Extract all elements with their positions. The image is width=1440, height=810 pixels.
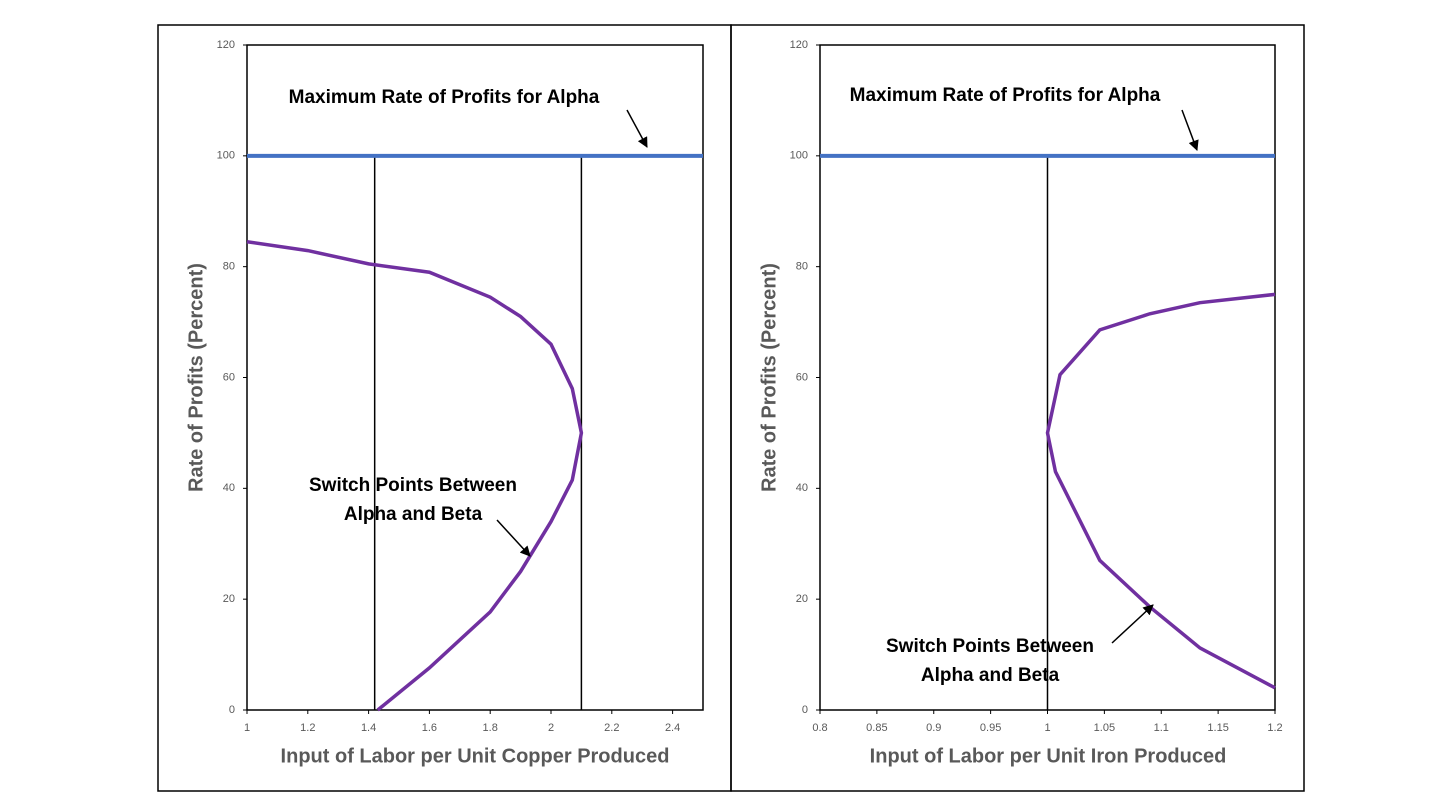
y-tick-label: 20 [796,593,808,605]
y-axis-label: Rate of Profits (Percent) [758,263,780,492]
y-axis-label: Rate of Profits (Percent) [185,263,207,492]
y-tick-label: 40 [796,482,808,494]
x-tick-label: 1 [1044,722,1050,734]
x-tick-label: 1.8 [483,722,498,734]
panel-frame [157,24,732,792]
plot-area [246,44,704,711]
annotation: Alpha and Beta [344,504,483,525]
panel-frame [730,24,1305,792]
y-tick-label: 100 [790,150,808,162]
x-tick-label: 1.15 [1207,722,1228,734]
x-tick-label: 0.95 [980,722,1001,734]
x-tick-label: 2.2 [604,722,619,734]
y-tick-label: 100 [217,150,235,162]
x-tick-label: 1.05 [1094,722,1115,734]
x-tick-label: 2 [548,722,554,734]
x-tick-label: 1.6 [422,722,437,734]
x-axis-label: Input of Labor per Unit Copper Produced [281,745,670,767]
annotation: Maximum Rate of Profits for Alpha [850,85,1161,106]
y-tick-label: 20 [223,593,235,605]
y-tick-label: 120 [790,39,808,51]
y-tick-label: 0 [229,704,235,716]
x-tick-label: 2.4 [665,722,680,734]
x-tick-label: 0.85 [866,722,887,734]
annotation: Switch Points Between [886,636,1094,657]
annotation-arrow [1111,604,1154,644]
annotation: Maximum Rate of Profits for Alpha [289,87,600,108]
x-tick-label: 1.1 [1154,722,1169,734]
annotation-arrow [1181,109,1199,151]
y-tick-label: 0 [802,704,808,716]
switch-curve [246,239,584,712]
y-tick-label: 80 [796,261,808,273]
switch-curve [1045,292,1276,690]
x-tick-label: 1 [244,722,250,734]
x-tick-label: 0.8 [812,722,827,734]
x-tick-label: 1.2 [300,722,315,734]
annotation-arrow [496,519,531,557]
annotation: Switch Points Between [309,475,517,496]
x-axis-label: Input of Labor per Unit Iron Produced [870,745,1227,767]
annotation: Alpha and Beta [921,665,1060,686]
x-tick-label: 1.4 [361,722,376,734]
y-tick-label: 60 [796,371,808,383]
x-tick-label: 1.2 [1267,722,1282,734]
y-tick-label: 120 [217,39,235,51]
y-tick-label: 40 [223,482,235,494]
x-tick-label: 0.9 [926,722,941,734]
y-tick-label: 60 [223,371,235,383]
annotation-arrow [626,109,648,148]
y-tick-label: 80 [223,261,235,273]
